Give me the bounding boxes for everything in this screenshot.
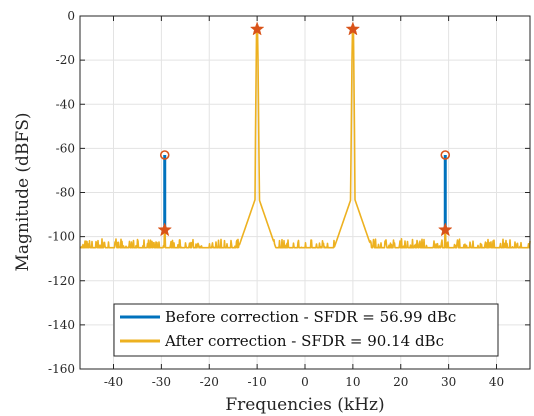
y-axis-ticks: 0 -20 -40 -60 -80 -100 -120 -140 -160 (48, 9, 530, 376)
x-tick-label: 20 (393, 375, 408, 389)
spur-star-marker (437, 222, 453, 237)
y-tick-label: -40 (56, 97, 75, 111)
y-tick-label: -140 (48, 318, 75, 332)
x-axis-title: Frequencies (kHz) (225, 395, 384, 415)
y-tick-label: -160 (48, 362, 75, 376)
spur-star-marker (157, 222, 173, 237)
before-correction-series (163, 154, 447, 231)
legend: Before correction - SFDR = 56.99 dBc Aft… (113, 303, 499, 357)
after-correction-series (79, 28, 531, 249)
y-tick-label: -60 (56, 141, 75, 155)
x-tick-label: 10 (345, 375, 360, 389)
y-tick-label: -120 (48, 274, 75, 288)
fundamental-star-marker (345, 21, 361, 36)
legend-before-label: Before correction - SFDR = 56.99 dBc (165, 308, 456, 326)
x-tick-label: -30 (152, 375, 171, 389)
spur-circle-marker (159, 150, 170, 160)
fundamental-star-marker (249, 21, 265, 36)
x-tick-label: 0 (301, 375, 309, 389)
y-tick-label: -20 (56, 53, 75, 67)
x-tick-label: 30 (441, 375, 456, 389)
legend-after-label: After correction - SFDR = 90.14 dBc (164, 332, 444, 350)
after-correction-line (79, 28, 531, 249)
y-tick-label: 0 (67, 9, 75, 23)
x-tick-label: -20 (200, 375, 219, 389)
x-axis-ticks: -40 -30 -20 -10 0 10 20 30 40 (104, 16, 504, 389)
x-tick-label: -10 (247, 375, 266, 389)
y-tick-label: -100 (48, 230, 75, 244)
x-tick-label: 40 (489, 375, 504, 389)
markers (157, 21, 453, 237)
spur-circle-marker (440, 150, 451, 160)
x-tick-label: -40 (104, 375, 123, 389)
legend-box (113, 303, 499, 357)
y-axis-title: Magnitude (dBFS) (13, 112, 33, 271)
y-tick-label: -80 (56, 186, 75, 200)
